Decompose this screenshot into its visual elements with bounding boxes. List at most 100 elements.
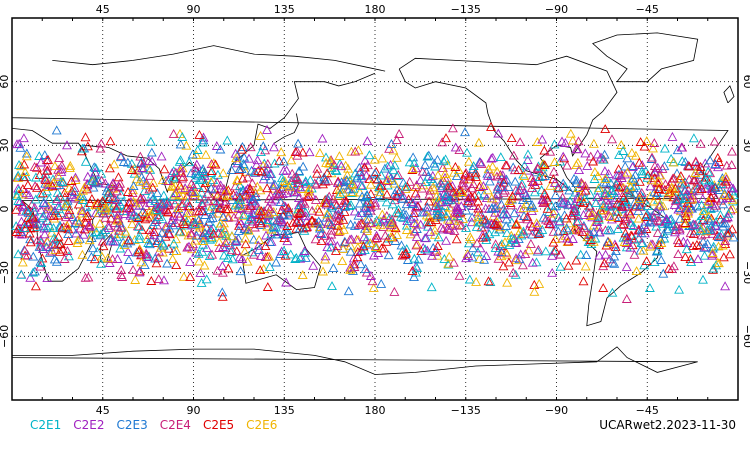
triangle-icon <box>262 282 273 291</box>
triangle-icon <box>672 194 683 204</box>
triangle-icon <box>17 200 28 210</box>
triangle-icon <box>573 136 584 146</box>
triangle-icon <box>428 242 439 252</box>
triangle-icon <box>413 254 424 264</box>
triangle-icon <box>362 225 372 235</box>
triangle-icon <box>295 251 306 261</box>
triangle-icon <box>515 137 526 147</box>
triangle-icon <box>471 221 482 231</box>
triangle-icon <box>517 178 527 188</box>
triangle-icon <box>95 229 106 239</box>
triangle-icon <box>424 189 435 199</box>
triangle-icon <box>539 160 550 169</box>
triangle-icon <box>96 175 107 185</box>
triangle-icon <box>255 250 266 260</box>
triangle-icon <box>270 189 281 199</box>
triangle-icon <box>127 188 138 198</box>
triangle-icon <box>604 254 615 264</box>
triangle-icon <box>679 218 690 228</box>
triangle-icon <box>430 161 441 171</box>
triangle-icon <box>443 195 454 205</box>
triangle-icon <box>62 195 73 205</box>
triangle-icon <box>132 221 143 231</box>
triangle-icon <box>653 175 664 185</box>
triangle-icon <box>720 171 731 181</box>
triangle-icon <box>13 195 24 205</box>
triangle-icon <box>686 257 697 267</box>
triangle-icon <box>683 204 694 214</box>
triangle-icon <box>315 219 326 229</box>
triangle-icon <box>443 258 454 268</box>
triangle-icon <box>451 234 462 244</box>
triangle-icon <box>651 246 662 256</box>
triangle-icon <box>22 180 33 190</box>
triangle-icon <box>268 221 279 231</box>
lat-tick-label: 30 <box>741 138 750 152</box>
triangle-icon <box>34 170 45 179</box>
triangle-icon <box>627 162 638 172</box>
triangle-icon <box>75 223 86 233</box>
triangle-icon <box>550 245 561 255</box>
triangle-icon <box>37 244 48 254</box>
triangle-icon <box>203 196 214 206</box>
triangle-icon <box>567 135 578 145</box>
triangle-icon <box>208 195 219 205</box>
triangle-icon <box>432 240 443 250</box>
triangle-icon <box>274 188 285 198</box>
triangle-icon <box>155 242 166 252</box>
triangle-icon <box>166 181 177 191</box>
triangle-icon <box>199 170 210 180</box>
triangle-icon <box>356 208 367 218</box>
triangle-icon <box>386 218 397 228</box>
triangle-icon <box>385 232 396 242</box>
triangle-icon <box>365 270 376 280</box>
triangle-icon <box>293 175 304 185</box>
triangle-icon <box>326 155 337 165</box>
triangle-icon <box>360 263 371 273</box>
triangle-icon <box>549 157 560 167</box>
triangle-icon <box>320 254 331 264</box>
triangle-icon <box>299 198 310 208</box>
legend-item-c2e6: C2E6 <box>246 418 278 432</box>
triangle-icon <box>522 154 533 164</box>
triangle-icon <box>319 198 329 208</box>
triangle-icon <box>485 276 496 286</box>
triangle-icon <box>585 151 596 161</box>
triangle-icon <box>376 180 387 190</box>
triangle-icon <box>490 207 501 217</box>
triangle-icon <box>260 171 271 181</box>
triangle-icon <box>381 197 392 207</box>
triangle-icon <box>206 183 217 193</box>
triangle-icon <box>721 213 731 223</box>
triangle-icon <box>519 171 530 181</box>
triangle-icon <box>616 220 627 230</box>
triangle-icon <box>77 208 88 218</box>
triangle-icon <box>432 208 443 218</box>
triangle-icon <box>411 240 422 250</box>
triangle-icon <box>728 232 739 242</box>
triangle-icon <box>24 228 35 238</box>
triangle-icon <box>463 187 474 197</box>
triangle-icon <box>467 164 478 174</box>
triangle-icon <box>49 213 60 223</box>
triangle-icon <box>467 183 478 193</box>
triangle-icon <box>441 189 452 199</box>
triangle-icon <box>720 176 731 186</box>
triangle-icon <box>600 173 611 183</box>
triangle-icon <box>214 243 225 252</box>
triangle-icon <box>388 145 399 155</box>
triangle-icon <box>234 192 245 202</box>
triangle-icon <box>264 261 275 271</box>
triangle-icon <box>629 234 640 244</box>
triangle-icon <box>210 159 221 169</box>
triangle-icon <box>252 201 263 211</box>
triangle-icon <box>215 202 226 212</box>
triangle-icon <box>575 249 586 259</box>
triangle-icon <box>67 212 78 222</box>
triangle-icon <box>101 186 112 196</box>
triangle-icon <box>174 226 185 236</box>
triangle-icon <box>330 245 341 255</box>
triangle-icon <box>371 243 381 253</box>
triangle-icon <box>574 225 585 235</box>
triangle-icon <box>146 275 157 285</box>
